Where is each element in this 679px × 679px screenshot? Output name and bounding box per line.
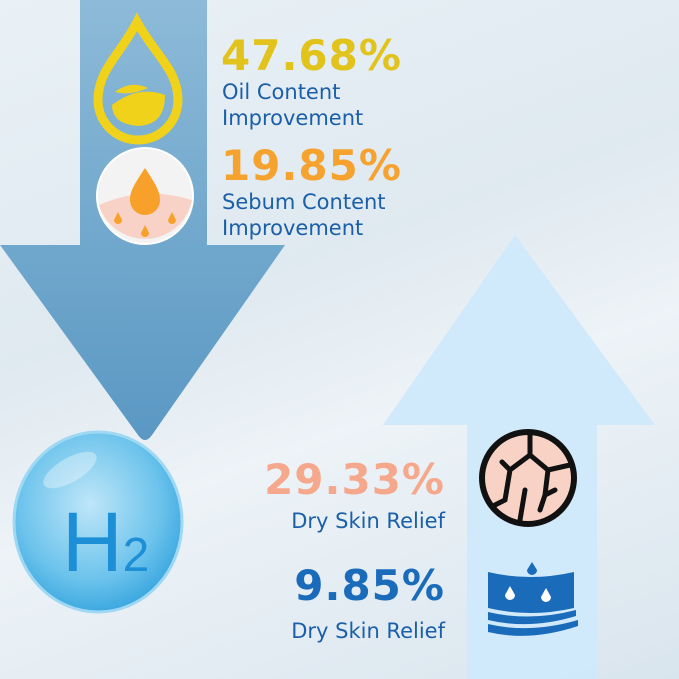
dry-skin-label-1: Dry Skin Relief: [291, 509, 445, 533]
skin-hydration-icon: [488, 562, 578, 636]
sebum-label-2: Improvement: [222, 216, 364, 240]
oil-label-2: Improvement: [222, 106, 364, 130]
h2-symbol: H2: [62, 500, 149, 584]
dry-skin-label-2: Dry Skin Relief: [291, 619, 445, 643]
sebum-skin-icon: [96, 147, 194, 245]
dry-skin-percent-2: 9.85%: [294, 561, 445, 610]
sebum-percent: 19.85%: [221, 141, 402, 190]
oil-label-1: Oil Content: [222, 80, 341, 104]
sebum-label-1: Sebum Content: [222, 190, 386, 214]
oil-percent: 47.68%: [221, 31, 402, 80]
oil-drop-icon: [93, 12, 183, 145]
h2-letter: H: [62, 495, 123, 589]
cracked-skin-icon: [479, 429, 577, 527]
h2-bubble: [12, 430, 184, 614]
h2-subscript: 2: [122, 529, 150, 582]
dry-skin-percent-1: 29.33%: [264, 455, 445, 504]
